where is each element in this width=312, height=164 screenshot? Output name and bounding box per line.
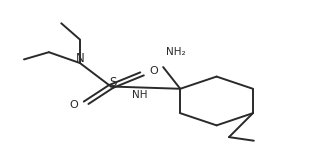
Text: N: N [76, 52, 84, 65]
Text: NH₂: NH₂ [166, 47, 186, 57]
Text: NH: NH [132, 90, 148, 100]
Text: O: O [70, 101, 78, 111]
Text: O: O [150, 66, 158, 76]
Text: S: S [109, 76, 116, 89]
